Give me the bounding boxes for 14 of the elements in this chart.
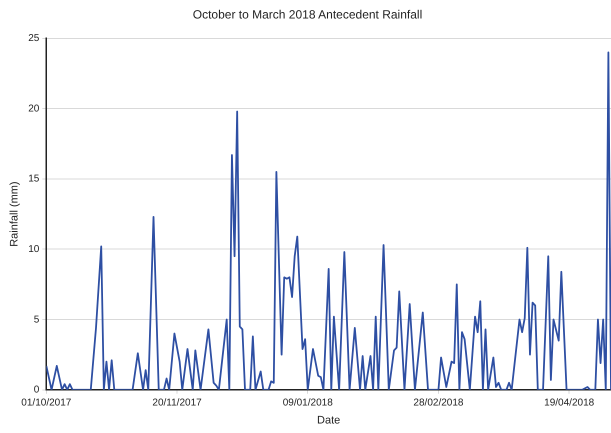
y-tick-label: 15: [28, 174, 40, 185]
y-tick-label: 20: [28, 103, 40, 114]
y-tick-label: 0: [34, 384, 40, 396]
y-tick-label: 10: [28, 244, 40, 255]
y-axis-title: Rainfall (mm): [8, 181, 21, 247]
y-tick-label: 25: [28, 33, 40, 44]
x-tick-label: 01/10/2017: [21, 398, 72, 409]
x-tick-label: 28/02/2018: [413, 398, 464, 409]
x-axis-title: Date: [317, 414, 340, 426]
x-tick-label: 20/11/2017: [152, 398, 202, 409]
x-tick-label: 19/04/2018: [544, 398, 595, 409]
x-tick-label: 09/01/2018: [282, 398, 334, 409]
y-tick-label: 5: [34, 314, 40, 326]
chart-title: October to March 2018 Antecedent Rainfall: [192, 8, 422, 22]
